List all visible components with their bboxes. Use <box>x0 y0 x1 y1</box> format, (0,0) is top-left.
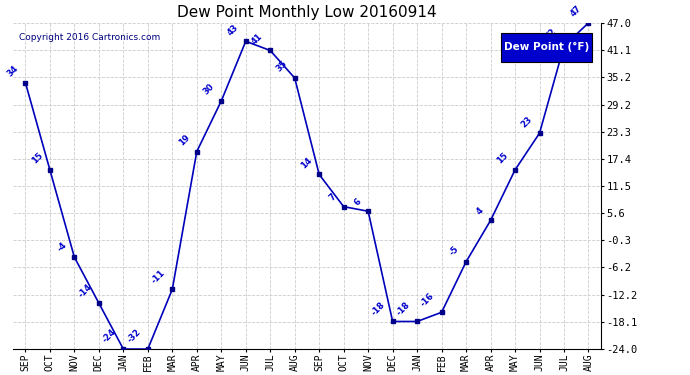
Text: -18: -18 <box>395 300 411 317</box>
Text: -16: -16 <box>419 291 436 308</box>
Text: -32: -32 <box>125 328 142 345</box>
Text: 15: 15 <box>495 151 509 166</box>
Text: 23: 23 <box>520 114 534 129</box>
Text: Copyright 2016 Cartronics.com: Copyright 2016 Cartronics.com <box>19 33 160 42</box>
Text: 47: 47 <box>569 4 583 19</box>
Text: 14: 14 <box>299 156 314 170</box>
Text: 42: 42 <box>544 27 558 42</box>
Text: 35: 35 <box>275 59 289 74</box>
Text: 6: 6 <box>352 196 363 207</box>
FancyBboxPatch shape <box>501 33 592 62</box>
Text: 15: 15 <box>30 151 44 166</box>
Text: 43: 43 <box>226 22 240 37</box>
Text: Dew Point (°F): Dew Point (°F) <box>504 42 589 52</box>
Title: Dew Point Monthly Low 20160914: Dew Point Monthly Low 20160914 <box>177 5 437 20</box>
Text: -14: -14 <box>76 282 93 299</box>
Text: -18: -18 <box>370 300 387 317</box>
Text: 4: 4 <box>475 206 485 216</box>
Text: 41: 41 <box>250 32 265 46</box>
Text: 7: 7 <box>328 192 338 202</box>
Text: 34: 34 <box>6 64 20 78</box>
Text: 30: 30 <box>201 82 216 97</box>
Text: -24: -24 <box>101 328 118 345</box>
Text: 19: 19 <box>177 133 191 147</box>
Text: -4: -4 <box>56 240 69 253</box>
Text: -5: -5 <box>447 244 460 258</box>
Text: -11: -11 <box>150 268 167 285</box>
